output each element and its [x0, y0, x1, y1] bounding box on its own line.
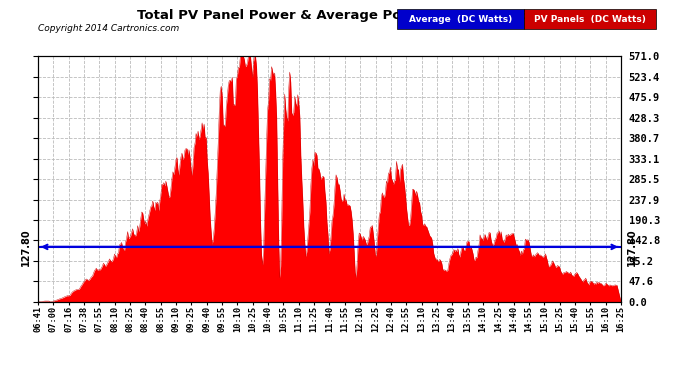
Text: PV Panels  (DC Watts): PV Panels (DC Watts) [534, 15, 646, 24]
Text: Average  (DC Watts): Average (DC Watts) [409, 15, 512, 24]
Text: 127.80: 127.80 [21, 228, 31, 266]
Text: Total PV Panel Power & Average Power Sat Mar 1 16:39: Total PV Panel Power & Average Power Sat… [137, 9, 553, 22]
Text: Copyright 2014 Cartronics.com: Copyright 2014 Cartronics.com [38, 24, 179, 33]
Text: 127.80: 127.80 [627, 228, 637, 266]
